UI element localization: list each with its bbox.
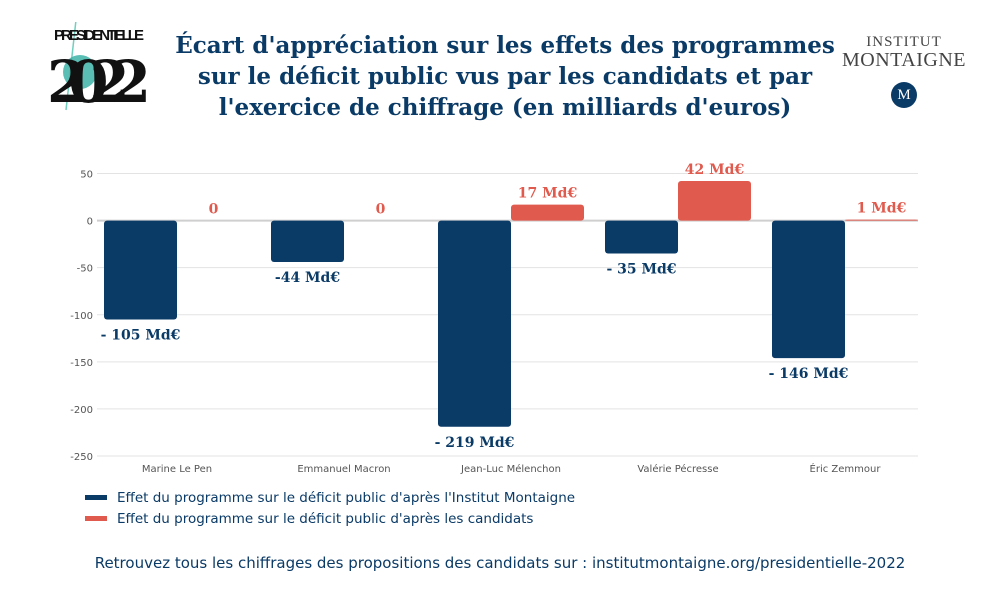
data-label: 42 Md€ (685, 162, 745, 178)
logo-line1: INSTITUT (866, 34, 942, 50)
y-tick-label: 50 (80, 170, 93, 181)
data-label: - 35 Md€ (606, 262, 676, 278)
legend-label: Effet du programme sur le déficit public… (117, 510, 534, 527)
logo-line2: MONTAIGNE (842, 49, 966, 71)
bar-chart: 50 0 -50 -100 -150 -200 -250 Marine Le Pen - 105… (70, 162, 918, 475)
data-label: - 105 Md€ (101, 327, 181, 343)
data-label: - 146 Md€ (769, 366, 849, 382)
bar-institut (605, 220, 678, 254)
institut-montaigne-logo: INSTITUT MONTAIGNE M (842, 34, 966, 108)
legend-swatch (85, 495, 107, 500)
legend-swatch (85, 516, 107, 521)
data-label: - 219 Md€ (435, 435, 515, 451)
data-label: 0 (209, 202, 219, 218)
data-label: 17 Md€ (518, 186, 578, 202)
data-label: 0 (376, 202, 386, 218)
legend-label: Effet du programme sur le déficit public… (117, 489, 576, 506)
svg-text:PRESIDENTIELLE: PRESIDENTIELLE (54, 27, 144, 44)
data-label: 1 Md€ (857, 201, 907, 217)
legend-item-institut: Effet du programme sur le déficit public… (85, 487, 575, 508)
logo-mark: M (891, 82, 917, 108)
chart-title: Écart d'appréciation sur les effets des … (175, 32, 835, 121)
y-tick-label: 0 (87, 217, 93, 228)
legend-item-candidats: Effet du programme sur le déficit public… (85, 508, 575, 529)
bar-candidats (845, 219, 918, 221)
bar-institut (271, 220, 344, 263)
svg-text:2022: 2022 (47, 48, 151, 112)
bar-institut (104, 220, 177, 320)
x-tick-label: Valérie Pécresse (637, 463, 718, 475)
footer-link-text: Retrouvez tous les chiffrages des propos… (94, 554, 906, 572)
y-tick-label: -250 (70, 452, 93, 463)
x-tick-label: Marine Le Pen (142, 464, 212, 475)
legend: Effet du programme sur le déficit public… (85, 487, 575, 529)
y-tick-label: -100 (70, 311, 93, 322)
x-tick-label: Jean-Luc Mélenchon (460, 463, 561, 475)
y-tick-label: -200 (70, 405, 93, 416)
bar-candidats (511, 204, 584, 221)
presidentielle-2022-logo: PRESIDENTIELLE 2022 (44, 19, 154, 116)
data-label: -44 Md€ (275, 270, 340, 286)
x-tick-label: Emmanuel Macron (297, 464, 390, 475)
y-tick-label: -50 (77, 264, 93, 275)
bar-institut (438, 220, 511, 427)
bar-candidats (678, 181, 751, 221)
y-tick-label: -150 (70, 358, 93, 369)
bar-institut (772, 220, 845, 359)
x-tick-label: Éric Zemmour (810, 462, 882, 475)
